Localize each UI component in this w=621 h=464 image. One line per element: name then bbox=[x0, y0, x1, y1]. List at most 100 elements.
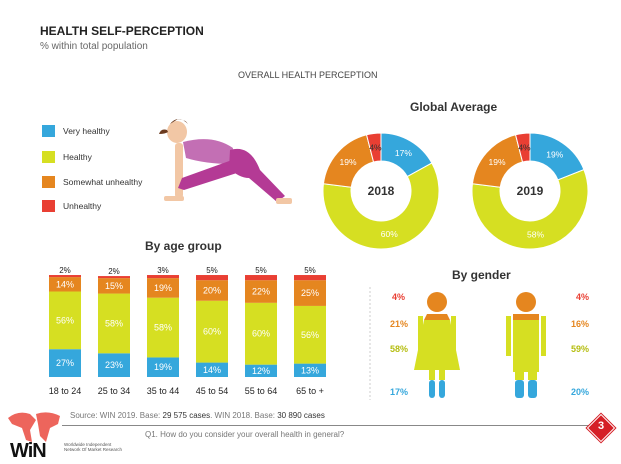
bar-segment-25to34-0 bbox=[98, 353, 130, 377]
legend-label: Somewhat unhealthy bbox=[63, 177, 143, 187]
bar-segment-18to24-0 bbox=[49, 349, 81, 377]
bar-segment-65to-2 bbox=[294, 280, 326, 306]
bar-label: 58% bbox=[105, 318, 123, 328]
bar-segment-18to24-2 bbox=[49, 277, 81, 292]
bar-label: 20% bbox=[203, 285, 221, 295]
bar-segment-35to44-0 bbox=[147, 357, 179, 377]
male-somewhat-label: 16% bbox=[571, 319, 589, 329]
female-unhealthy-label: 4% bbox=[392, 292, 405, 302]
bar-segment-18to24-3 bbox=[49, 275, 81, 278]
bar-label: 56% bbox=[301, 330, 319, 340]
bar-segment-25to34-1 bbox=[98, 293, 130, 354]
male-very-healthy-label: 20% bbox=[571, 387, 589, 397]
bar-label: 13% bbox=[301, 365, 319, 375]
world-map-logo bbox=[8, 412, 60, 442]
bar-segment-35to44-3 bbox=[147, 275, 179, 279]
legend-swatch bbox=[42, 176, 55, 188]
female-somewhat-label: 21% bbox=[390, 319, 408, 329]
legend-swatch bbox=[42, 125, 55, 137]
female-healthy-label: 58% bbox=[390, 344, 408, 354]
win-logo-text: WiN bbox=[10, 440, 47, 462]
bar-label: 19% bbox=[154, 362, 172, 372]
legend-somewhat-unhealthy: Somewhat unhealthy bbox=[42, 176, 142, 188]
bar-segment-55to64-0 bbox=[245, 364, 277, 377]
donut-slice-2018-3 bbox=[365, 132, 382, 163]
page-title: HEALTH SELF-PERCEPTION bbox=[40, 24, 204, 38]
source-prefix: Source: WIN 2019. Base: bbox=[70, 411, 163, 420]
x-tick-label: 55 to 64 bbox=[245, 386, 278, 396]
bar-label: 5% bbox=[255, 266, 267, 275]
bar-label: 12% bbox=[252, 366, 270, 376]
donut-label: 4% bbox=[518, 142, 531, 152]
female-very-healthy-label: 17% bbox=[390, 387, 408, 397]
bar-segment-45to54-3 bbox=[196, 275, 228, 281]
bar-label: 19% bbox=[154, 283, 172, 293]
bar-segment-45to54-1 bbox=[196, 300, 228, 363]
bar-label: 56% bbox=[56, 315, 74, 325]
gender-chart-title: By gender bbox=[452, 268, 511, 282]
bar-segment-55to64-1 bbox=[245, 302, 277, 365]
bar-segment-18to24-1 bbox=[49, 291, 81, 350]
win-logo-subtitle: Worldwide Independent Network Of Market … bbox=[64, 442, 123, 452]
bar-label: 15% bbox=[105, 281, 123, 291]
bar-label: 3% bbox=[157, 266, 169, 275]
page-number: 3 bbox=[597, 420, 605, 432]
bar-segment-65to-0 bbox=[294, 363, 326, 377]
bar-label: 14% bbox=[56, 279, 74, 289]
bar-segment-25to34-2 bbox=[98, 278, 130, 294]
bar-label: 60% bbox=[203, 327, 221, 337]
x-tick-label: 18 to 24 bbox=[49, 386, 82, 396]
female-icon bbox=[414, 292, 460, 398]
legend-swatch bbox=[42, 200, 55, 212]
bar-segment-35to44-1 bbox=[147, 297, 179, 358]
donut-label: 60% bbox=[381, 229, 398, 239]
exercise-illustration bbox=[159, 119, 292, 204]
legend-label: Healthy bbox=[63, 152, 92, 162]
donut-center-label: 2018 bbox=[368, 184, 395, 198]
bar-label: 2% bbox=[59, 266, 71, 275]
section-title: OVERALL HEALTH PERCEPTION bbox=[238, 70, 378, 80]
donut-center-label: 2019 bbox=[517, 184, 544, 198]
donut-slice-2018-1 bbox=[322, 162, 440, 250]
legend-label: Unhealthy bbox=[63, 201, 102, 211]
bar-segment-65to-1 bbox=[294, 305, 326, 364]
base-2018: 30 890 cases bbox=[277, 411, 325, 420]
donut-charts: 17% 60% 19% 4% 2018 19% 58% 19% 4% 2019 bbox=[322, 132, 589, 250]
donut-slice-2019-3 bbox=[514, 132, 531, 163]
x-tick-label: 35 to 44 bbox=[147, 386, 180, 396]
footer-divider bbox=[62, 425, 602, 426]
bar-label: 60% bbox=[252, 329, 270, 339]
bar-label: 25% bbox=[301, 288, 319, 298]
source-note: Source: WIN 2019. Base: 29 575 cases. WI… bbox=[70, 411, 325, 420]
legend-unhealthy: Unhealthy bbox=[42, 200, 101, 212]
donut-label: 58% bbox=[527, 230, 544, 240]
global-average-title: Global Average bbox=[410, 100, 498, 114]
page-subtitle: % within total population bbox=[40, 41, 148, 52]
donut-label: 4% bbox=[369, 142, 382, 152]
legend-very-healthy: Very healthy bbox=[42, 125, 110, 137]
male-icon bbox=[506, 292, 546, 398]
gender-chart: 4% 21% 58% 17% 4% 16% 59% 20% bbox=[369, 287, 589, 400]
bar-label: 23% bbox=[105, 360, 123, 370]
donut-label: 19% bbox=[339, 157, 356, 167]
bar-label: 22% bbox=[252, 287, 270, 297]
bar-label: 2% bbox=[108, 267, 120, 276]
bar-segment-35to44-2 bbox=[147, 278, 179, 298]
x-tick-label: 45 to 54 bbox=[196, 386, 229, 396]
donut-label: 19% bbox=[488, 157, 505, 167]
legend-label: Very healthy bbox=[63, 126, 110, 136]
legend-healthy: Healthy bbox=[42, 151, 92, 163]
age-chart-title: By age group bbox=[145, 239, 222, 253]
bar-segment-55to64-3 bbox=[245, 275, 277, 281]
bar-segment-25to34-3 bbox=[98, 276, 130, 279]
legend-swatch bbox=[42, 151, 55, 163]
bar-segment-45to54-2 bbox=[196, 280, 228, 301]
donut-label: 17% bbox=[395, 148, 412, 158]
x-tick-label: 25 to 34 bbox=[98, 386, 131, 396]
bar-label: 58% bbox=[154, 323, 172, 333]
x-tick-label: 65 to + bbox=[296, 386, 324, 396]
donut-label: 19% bbox=[546, 150, 563, 160]
bar-label: 5% bbox=[304, 266, 316, 275]
bar-label: 5% bbox=[206, 266, 218, 275]
age-group-chart: 27% 56% 14% 2% 18 to 24 23% 58% 15% 2% 25 to 34 19… bbox=[49, 266, 326, 396]
